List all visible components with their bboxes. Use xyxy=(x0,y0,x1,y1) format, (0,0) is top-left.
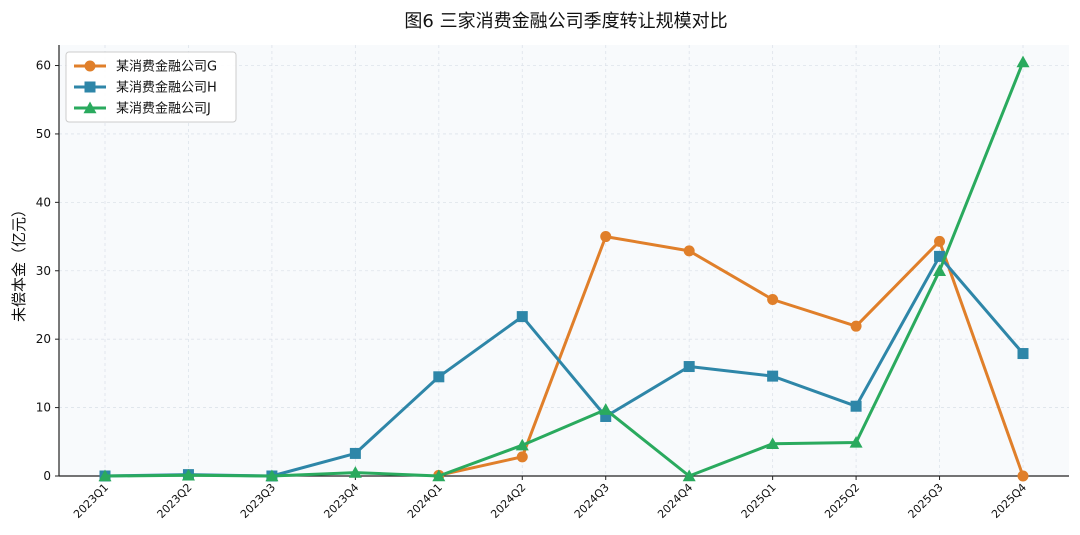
x-tick-label: 2025Q2 xyxy=(822,481,862,521)
series-line xyxy=(438,235,1025,477)
legend-label: 某消费金融公司H xyxy=(116,80,217,96)
data-point xyxy=(682,469,696,482)
y-axis-label: 未偿本金（亿元） xyxy=(10,202,28,322)
y-tick-label: 60 xyxy=(36,59,51,73)
grid xyxy=(59,45,1069,476)
legend-item: 某消费金融公司J xyxy=(74,101,211,117)
data-point xyxy=(433,371,445,383)
x-tick-label: 2023Q2 xyxy=(155,481,195,521)
x-tick-label: 2025Q1 xyxy=(739,481,779,521)
y-tick-label: 20 xyxy=(36,332,51,346)
data-point xyxy=(683,361,695,373)
data-point xyxy=(766,437,780,450)
x-tick-label: 2024Q3 xyxy=(572,481,612,521)
data-point xyxy=(934,235,946,247)
y-tick-label: 30 xyxy=(36,264,51,278)
data-point xyxy=(432,469,446,482)
y-tick-label: 50 xyxy=(36,127,51,141)
data-point xyxy=(934,250,946,262)
data-point xyxy=(600,410,612,422)
data-point xyxy=(1017,348,1029,360)
legend-marker xyxy=(84,60,96,72)
data-point xyxy=(767,370,779,382)
x-tick-label: 2023Q1 xyxy=(71,481,111,521)
data-point xyxy=(98,469,112,482)
series-1 xyxy=(433,231,1029,482)
legend: 某消费金融公司G 某消费金融公司H 某消费金融公司J xyxy=(65,51,237,123)
legend-marker xyxy=(83,101,97,114)
legend-marker xyxy=(84,81,96,93)
data-point xyxy=(849,435,863,448)
legend-item: 某消费金融公司G xyxy=(74,59,217,75)
y-tick-label: 0 xyxy=(43,469,51,483)
data-point xyxy=(600,231,612,243)
x-tick-label: 2025Q4 xyxy=(989,481,1029,521)
data-point xyxy=(348,466,362,478)
data-point xyxy=(599,403,613,415)
data-point xyxy=(767,293,779,305)
x-tick-label: 2025Q3 xyxy=(906,481,946,521)
data-point xyxy=(1017,470,1029,482)
data-point xyxy=(181,468,195,481)
data-point xyxy=(349,447,361,459)
data-point xyxy=(515,438,529,451)
data-point xyxy=(516,311,528,323)
data-point xyxy=(933,264,947,276)
x-tick-label: 2024Q4 xyxy=(655,481,695,521)
series-line xyxy=(104,61,1025,478)
x-tick-label: 2023Q3 xyxy=(238,481,278,521)
series-3 xyxy=(98,55,1030,482)
x-tick-label: 2024Q1 xyxy=(405,481,445,521)
data-point xyxy=(265,469,279,482)
data-point xyxy=(516,451,528,463)
chart-title: 图6 三家消费金融公司季度转让规模对比 xyxy=(404,11,727,32)
data-point xyxy=(850,400,862,412)
y-tick-label: 40 xyxy=(36,195,51,209)
legend-box xyxy=(65,51,237,123)
x-ticks: 2023Q1 2023Q2 2023Q3 2023Q4 2024Q1 2024Q2 2024… xyxy=(71,476,1029,521)
series-layer xyxy=(98,55,1030,482)
y-tick-label: 10 xyxy=(36,401,51,415)
legend-item: 某消费金融公司H xyxy=(74,80,217,96)
legend-label: 某消费金融公司J xyxy=(116,101,211,117)
data-point xyxy=(683,245,695,257)
y-ticks: 0 10 20 30 40 50 60 xyxy=(36,59,59,483)
legend-label: 某消费金融公司G xyxy=(116,59,217,75)
x-tick-label: 2023Q4 xyxy=(321,481,361,521)
data-point xyxy=(850,320,862,332)
x-tick-label: 2024Q2 xyxy=(488,481,528,521)
data-point xyxy=(1016,55,1030,68)
